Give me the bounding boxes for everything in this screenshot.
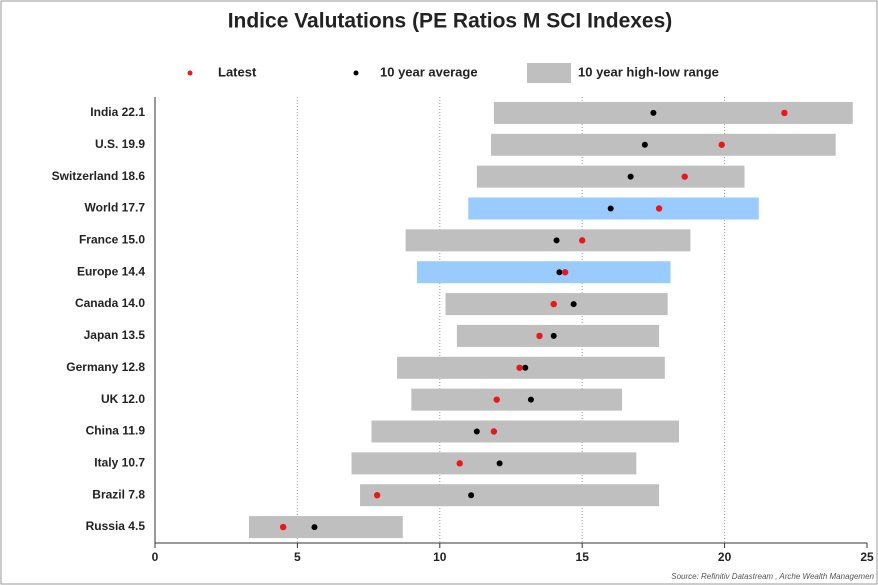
latest-dot bbox=[561, 269, 569, 276]
chart-title: Indice Valutations (PE Ratios M SCI Inde… bbox=[228, 10, 673, 33]
latest-dot bbox=[516, 364, 523, 371]
range-bar bbox=[351, 452, 637, 475]
legend-swatch bbox=[353, 70, 359, 76]
average-dot bbox=[553, 237, 560, 244]
y-tick-label: China 11.9 bbox=[86, 424, 146, 438]
y-tick-label: World 17.7 bbox=[85, 201, 146, 215]
average-dot bbox=[607, 205, 614, 212]
legend-label: 10 year average bbox=[380, 64, 478, 79]
legend-label: Latest bbox=[218, 64, 257, 79]
latest-dot bbox=[536, 332, 543, 340]
y-tick-label: Europe 14.4 bbox=[77, 264, 145, 278]
average-dot bbox=[550, 332, 557, 339]
latest-dot bbox=[373, 492, 381, 499]
range-bar bbox=[371, 420, 680, 443]
latest-dot bbox=[279, 523, 287, 531]
range-bar bbox=[405, 229, 691, 252]
average-dot bbox=[527, 396, 534, 403]
latest-dot bbox=[456, 460, 463, 467]
y-tick-label: Germany 12.8 bbox=[66, 360, 145, 374]
y-tick-label: India 22.1 bbox=[90, 105, 145, 119]
y-tick-label: France 15.0 bbox=[79, 233, 145, 247]
y-tick-label: Switzerland 18.6 bbox=[52, 169, 146, 183]
y-tick-label: Canada 14.0 bbox=[75, 296, 145, 310]
y-tick-label: UK 12.0 bbox=[101, 392, 145, 406]
legend-label: 10 year high-low range bbox=[578, 64, 719, 79]
y-tick-label: Italy 10.7 bbox=[94, 456, 145, 470]
y-tick-label: Brazil 7.8 bbox=[92, 487, 145, 501]
average-dot bbox=[627, 173, 634, 180]
x-tick-label: 25 bbox=[860, 550, 874, 564]
y-tick-label: Russia 4.5 bbox=[86, 519, 146, 533]
latest-dot bbox=[490, 428, 498, 435]
range-bar bbox=[397, 356, 665, 379]
legend-swatch bbox=[527, 63, 571, 83]
x-tick-label: 10 bbox=[433, 550, 447, 564]
latest-dot bbox=[493, 396, 500, 403]
average-dot bbox=[641, 141, 648, 148]
range-bar bbox=[360, 484, 660, 507]
latest-dot bbox=[718, 141, 725, 148]
latest-dot bbox=[550, 300, 557, 308]
x-tick-label: 0 bbox=[152, 550, 159, 564]
average-dot bbox=[522, 364, 529, 371]
legend-swatch bbox=[187, 70, 193, 76]
latest-dot bbox=[781, 109, 788, 117]
average-dot bbox=[473, 428, 480, 435]
range-bar bbox=[456, 324, 660, 347]
y-tick-label: U.S. 19.9 bbox=[95, 137, 145, 151]
range-bar bbox=[411, 388, 623, 411]
x-tick-label: 15 bbox=[576, 550, 590, 564]
x-tick-label: 5 bbox=[294, 550, 301, 564]
range-bar bbox=[476, 165, 745, 188]
average-dot bbox=[556, 269, 563, 276]
latest-dot bbox=[579, 237, 586, 244]
y-tick-label: Japan 13.5 bbox=[84, 328, 146, 342]
x-tick-label: 20 bbox=[718, 550, 732, 564]
average-dot bbox=[468, 492, 475, 499]
average-dot bbox=[311, 524, 318, 531]
latest-dot bbox=[681, 173, 688, 180]
source-note: Source: Refinitiv Datastream , Arche Wea… bbox=[671, 572, 874, 581]
average-dot bbox=[570, 301, 577, 308]
latest-dot bbox=[655, 205, 663, 212]
range-bar bbox=[493, 101, 853, 124]
average-dot bbox=[650, 109, 657, 116]
range-bar bbox=[417, 261, 671, 284]
average-dot bbox=[496, 460, 503, 467]
range-bar bbox=[491, 133, 836, 156]
range-bar bbox=[248, 516, 403, 539]
